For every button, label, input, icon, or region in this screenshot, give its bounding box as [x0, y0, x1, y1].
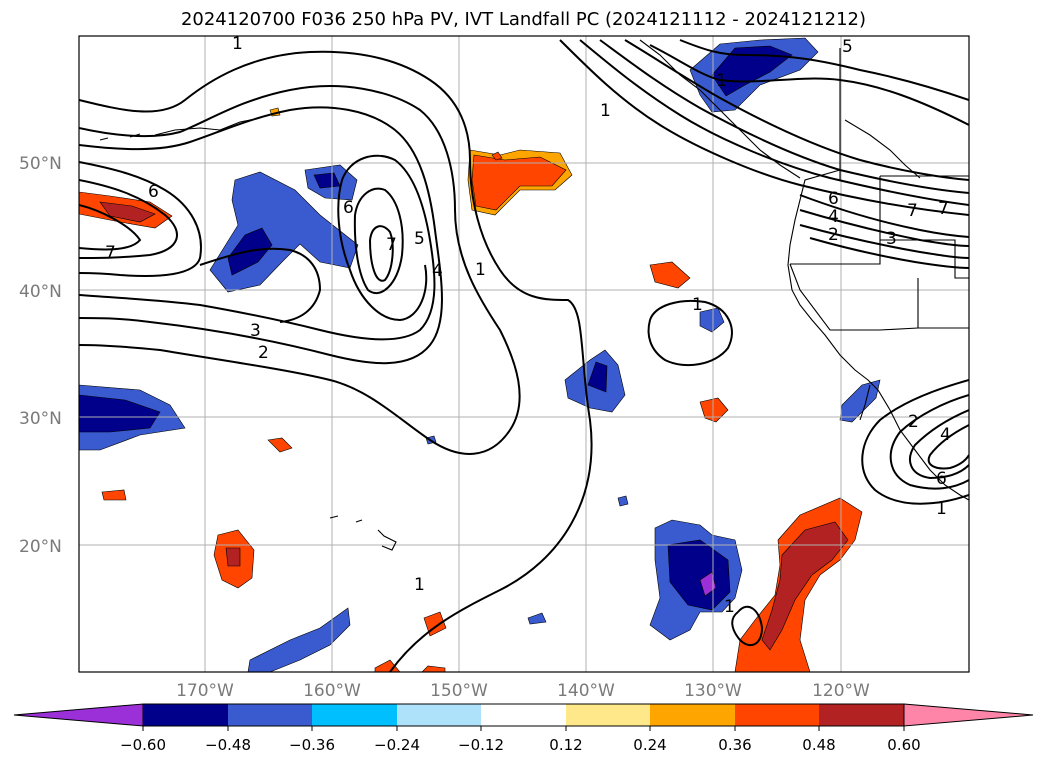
negative-pc-area [699, 307, 725, 333]
negative-pc-area [617, 495, 629, 507]
positive-pc-area [101, 489, 127, 501]
contour-label: 3 [886, 229, 897, 249]
positive-pc-area [374, 659, 401, 672]
contour-label: 2 [908, 412, 919, 432]
contour-label: 7 [938, 199, 949, 219]
positive-pc-core [761, 521, 849, 651]
map-title: 2024120700 F036 250 hPa PV, IVT Landfall… [180, 9, 867, 30]
colorbar-segment [735, 704, 819, 726]
colorbar-tick-label: 0.12 [549, 736, 582, 754]
contour-label: 6 [343, 198, 354, 218]
positive-pc-core [225, 547, 241, 567]
positive-pc-area [491, 151, 503, 161]
negative-pc-core [79, 394, 161, 433]
negative-pc-area [247, 607, 351, 672]
positive-pc-core [99, 201, 156, 223]
colorbar-segment [566, 704, 650, 726]
negative-pc-core [667, 539, 731, 611]
contour-label: 6 [148, 182, 159, 202]
contour-label: 2 [828, 225, 839, 245]
contour-label: 1 [414, 575, 425, 595]
contour-label: 5 [414, 229, 425, 249]
contour-label: 7 [907, 201, 918, 221]
lon-label: 140°W [557, 681, 615, 701]
lat-label: 30°N [19, 409, 62, 429]
colorbar-segment [143, 704, 228, 726]
lat-label: 50°N [19, 154, 62, 174]
contour-label: 6 [936, 469, 947, 489]
lat-label: 20°N [19, 537, 62, 557]
contour-label: 1 [475, 260, 486, 280]
colorbar-tick-label: −0.12 [458, 736, 504, 754]
colorbar-tick-label: 0.24 [633, 736, 666, 754]
latitude-labels: 50°N 40°N 30°N 20°N [19, 154, 62, 557]
contour-label: 1 [232, 34, 243, 54]
pv-contours [79, 39, 969, 672]
negative-pc-core [711, 45, 793, 97]
positive-pc-area [267, 437, 293, 453]
contour-label: 1 [936, 499, 947, 519]
extreme-negative-pc-area [699, 571, 717, 597]
colorbar-segment [312, 704, 397, 726]
colorbar-extend-min [13, 703, 144, 727]
contour-label: 2 [258, 343, 269, 363]
positive-pc-area [423, 611, 447, 637]
graticule [79, 36, 969, 672]
colorbar-tick-label: −0.60 [120, 736, 166, 754]
longitude-labels: 170°W 160°W 150°W 140°W 130°W 120°W [176, 681, 870, 701]
contour-label: 1 [692, 295, 703, 315]
contour-label: 6 [828, 189, 839, 209]
colorbar-extend-max [903, 703, 1034, 727]
contour-label: 4 [432, 261, 443, 281]
contour-label: 7 [105, 243, 116, 263]
contour-label: 7 [386, 235, 397, 255]
colorbar-segment [397, 704, 481, 726]
lon-label: 130°W [684, 681, 742, 701]
colorbar-segment [481, 704, 566, 726]
lon-label: 160°W [303, 681, 361, 701]
colorbar-tick-label: −0.36 [289, 736, 335, 754]
lon-label: 120°W [812, 681, 870, 701]
contour-label: 3 [250, 321, 261, 341]
map-plot-area: 1 6 7 6 7 5 4 1 3 2 1 1 6 4 2 7 3 7 5 1 … [79, 34, 969, 672]
negative-pc-area [527, 612, 547, 625]
colorbar-tick-label: 0.36 [718, 736, 751, 754]
negative-pc-core [587, 361, 608, 393]
colorbar-tick-label: 0.60 [887, 736, 920, 754]
positive-pc-core [471, 154, 567, 211]
positive-pc-area [421, 665, 446, 672]
colorbar-segment [650, 704, 735, 726]
contour-labels: 1 6 7 6 7 5 4 1 3 2 1 1 6 4 2 7 3 7 5 1 … [105, 34, 951, 617]
contour-label: 1 [724, 597, 735, 617]
colorbar-tick-label: −0.48 [205, 736, 251, 754]
lon-label: 170°W [176, 681, 234, 701]
colorbar: −0.60 −0.48 −0.36 −0.24 −0.12 0.12 0.24 … [13, 703, 1034, 754]
positive-pc-area [649, 261, 691, 289]
positive-pc-area [699, 397, 729, 423]
colorbar-segment [819, 704, 904, 726]
lon-label: 150°W [430, 681, 488, 701]
lat-label: 40°N [19, 282, 62, 302]
negative-pc-area [839, 379, 881, 423]
contour-label: 4 [940, 425, 951, 445]
colorbar-tick-label: 0.48 [802, 736, 835, 754]
contour-label: 5 [842, 37, 853, 57]
contour-label: 1 [600, 101, 611, 121]
map-frame [78, 35, 970, 673]
contour-label: 1 [716, 71, 727, 91]
colorbar-tick-label: −0.24 [374, 736, 420, 754]
colorbar-segment [228, 704, 312, 726]
contour-label: 4 [828, 207, 839, 227]
